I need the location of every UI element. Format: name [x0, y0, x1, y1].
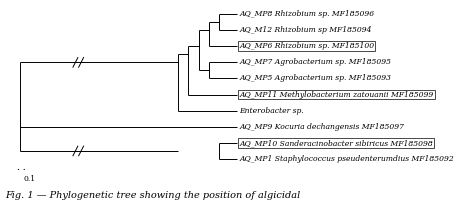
Text: AQ_MP8 Rhizobium sp. MF185096: AQ_MP8 Rhizobium sp. MF185096: [239, 10, 374, 18]
Text: AQ_MP5 Agrobacterium sp. MF185093: AQ_MP5 Agrobacterium sp. MF185093: [239, 75, 392, 82]
Text: Enterobacter sp.: Enterobacter sp.: [239, 107, 304, 115]
Text: AQ_MP7 Agrobacterium sp. MF185095: AQ_MP7 Agrobacterium sp. MF185095: [239, 58, 392, 66]
Text: AQ_MP11 Methylobacterium zatouanii MF185099: AQ_MP11 Methylobacterium zatouanii MF185…: [239, 90, 434, 99]
Text: AQ_MP10 Sanderacinobacter sibiricus MF185098: AQ_MP10 Sanderacinobacter sibiricus MF18…: [239, 139, 433, 147]
Text: AQ_M12 Rhizobium sp MF185094: AQ_M12 Rhizobium sp MF185094: [239, 26, 372, 34]
Text: AQ_MP9 Kocuria dechangensis MF185097: AQ_MP9 Kocuria dechangensis MF185097: [239, 123, 404, 131]
Text: AQ_MP6 Rhizobium sp. MF185100: AQ_MP6 Rhizobium sp. MF185100: [239, 42, 374, 50]
Text: Fig. 1 — Phylogenetic tree showing the position of algicidal: Fig. 1 — Phylogenetic tree showing the p…: [5, 191, 300, 200]
Text: AQ_MP1 Staphylococcus pseudenterumdius MF185092: AQ_MP1 Staphylococcus pseudenterumdius M…: [239, 155, 454, 163]
Text: 0.1: 0.1: [23, 175, 36, 183]
